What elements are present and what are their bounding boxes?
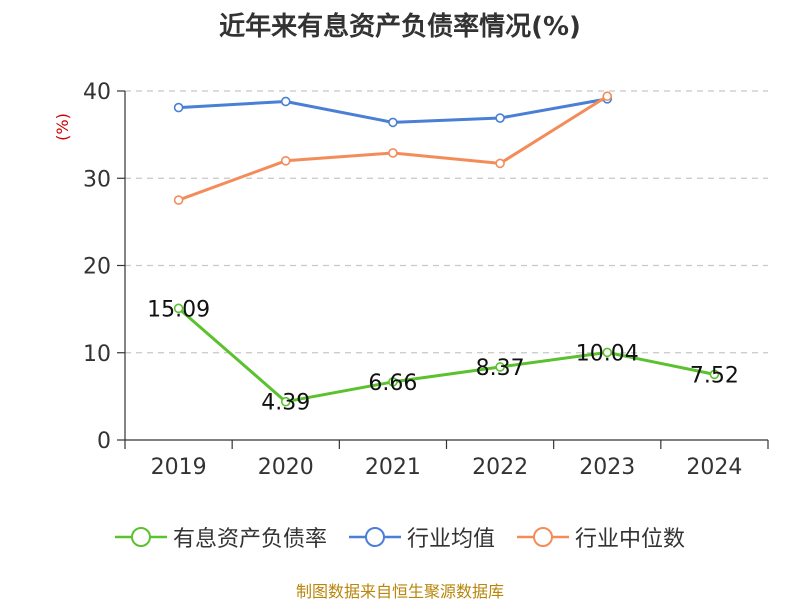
data-point [709,369,720,380]
data-point [173,195,184,205]
y-tick-label: 0 [97,429,111,454]
x-tick-label: 2022 [472,455,528,480]
x-tick-label: 2019 [151,455,207,480]
y-axis-label: (%) [53,113,72,141]
data-point [495,158,505,169]
line-chart: 0 10 20 30 40 (%) 2019 2020 2021 2022 2023 2024 15.… [53,80,769,480]
legend-item: 有息资产负债率 [114,521,327,553]
data-point [388,377,398,387]
legend-symbol [114,527,167,547]
legend-symbol [517,527,569,547]
data-point [495,362,505,372]
x-tick-label: 2021 [365,455,421,480]
data-point [280,396,291,407]
data-point [602,91,613,102]
source-note: 制图数据来自恒生聚源数据库 [295,582,504,601]
y-tick-label: 20 [83,255,111,280]
data-label: 6.66 [368,371,417,396]
data-label: 4.39 [261,391,310,416]
data-label: 8.37 [476,356,525,381]
x-tick-label: 2020 [258,455,314,480]
series-lines [173,91,720,407]
series-line [177,307,715,404]
data-point [173,102,184,113]
data-label: 15.09 [147,297,210,322]
data-point [602,347,613,358]
legend-item: 行业均值 [348,521,495,553]
legend-label: 行业均值 [406,527,495,552]
x-tick-label: 2023 [579,455,635,480]
legend-item: 行业中位数 [517,521,685,553]
legend-label: 有息资产负债率 [172,527,327,552]
grid-lines [125,90,768,354]
data-point [495,113,505,123]
data-point [388,148,398,158]
legend: 有息资产负债率 行业均值 行业中位数 [0,520,800,554]
data-labels: 15.09 4.39 6.66 8.37 10.04 7.52 [147,297,739,415]
y-tick-label: 30 [83,167,111,192]
legend-symbol [348,527,401,547]
data-point [280,156,291,166]
x-tick-label: 2024 [686,455,742,480]
legend-label: 行业中位数 [575,527,686,552]
y-tick-label: 10 [83,342,111,367]
chart-title: 近年来有息资产负债率情况(%) [219,12,581,42]
data-label: 7.52 [690,363,739,388]
data-point [280,96,291,107]
data-label: 10.04 [576,341,639,366]
axes: 0 10 20 30 40 (%) 2019 2020 2021 2022 2023 2024 [53,80,769,480]
data-point [388,117,398,128]
data-point [173,303,184,314]
y-tick-label: 40 [83,80,111,105]
